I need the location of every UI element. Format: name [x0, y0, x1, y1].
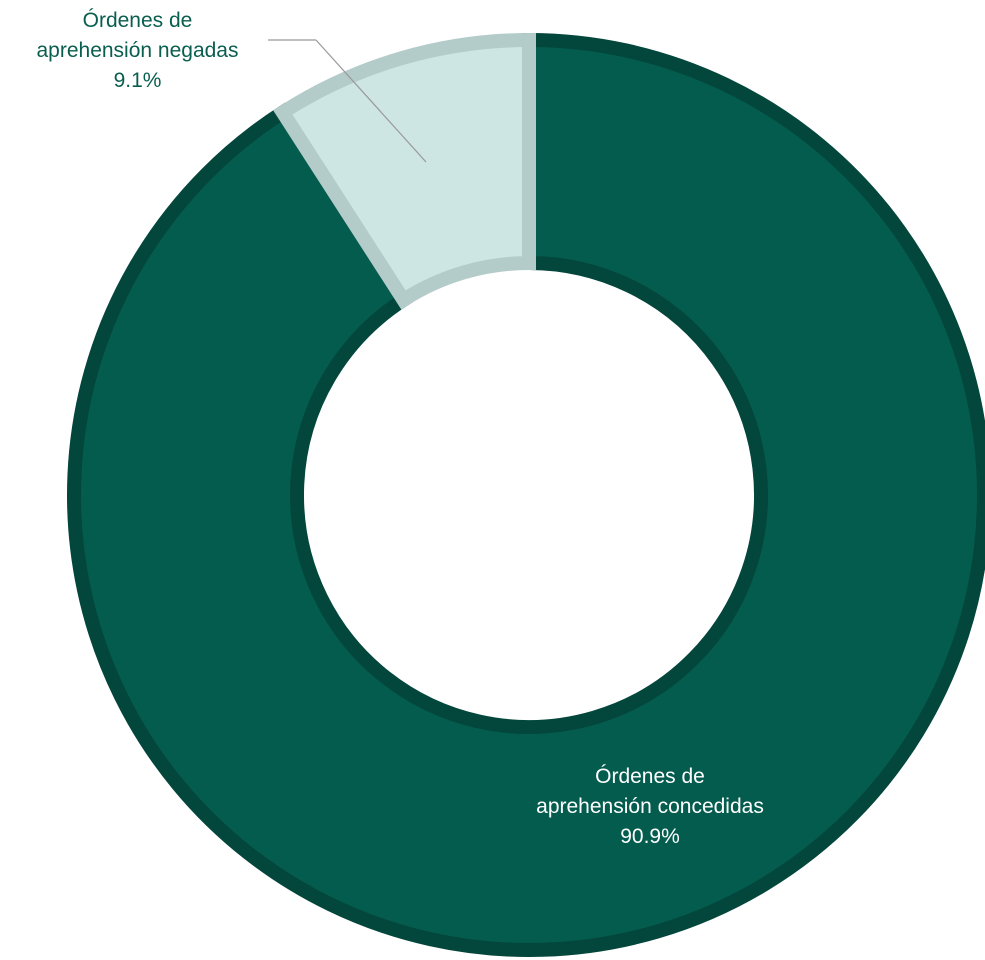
label-negadas-line2: aprehensión negadas	[36, 39, 239, 62]
label-concedidas-value: 90.9%	[620, 825, 680, 848]
label-concedidas-line2: aprehensión concedidas	[536, 795, 764, 818]
label-negadas-value: 9.1%	[113, 69, 162, 92]
label-negadas-line1: Órdenes de	[82, 9, 193, 32]
data-label-concedidas: Órdenes de aprehensión concedidas 90.9%	[480, 762, 820, 852]
data-label-negadas: Órdenes de aprehensión negadas 9.1%	[0, 6, 275, 96]
label-concedidas-line1: Órdenes de	[595, 765, 705, 788]
leader-line-negadas-diagonal	[315, 39, 427, 163]
slice-concedidas	[67, 32, 985, 957]
